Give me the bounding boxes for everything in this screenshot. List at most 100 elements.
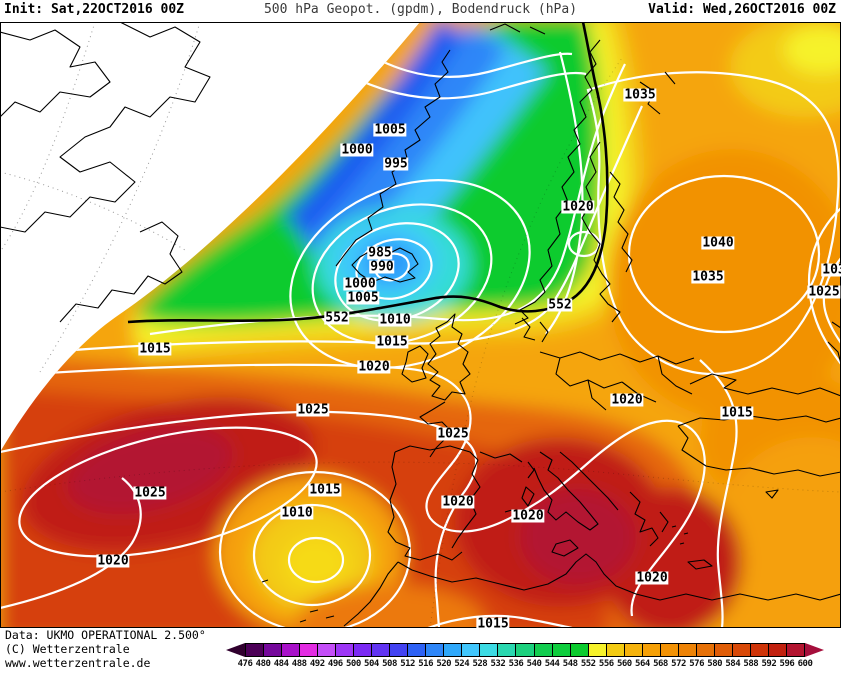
color-scale-segment: [443, 644, 462, 656]
weather-map-canvas: [0, 22, 841, 628]
isobar-label: 1000: [340, 142, 374, 158]
color-scale-tick: 592: [761, 659, 777, 669]
isobar-label: 1020: [511, 508, 545, 524]
color-scale-tick: 508: [382, 659, 397, 669]
graticule-lines: [0, 22, 841, 628]
color-scale-segment: [749, 644, 768, 656]
color-scale-segment: [695, 644, 714, 656]
init-time-label: Init: Sat,22OCT2016 00Z: [4, 2, 185, 17]
isobar-label: 1015: [476, 616, 510, 632]
color-scale-tick: 552: [580, 659, 596, 669]
isobar-label: 1000: [343, 276, 377, 292]
color-scale-segment: [569, 644, 588, 656]
weather-map: 1005 1000 995 985 990 1000 1005 1010 1015 1015 102…: [0, 22, 841, 632]
credits-block: Data: UKMO OPERATIONAL 2.500° (C) Wetter…: [5, 628, 206, 670]
color-scale-tick: 496: [327, 659, 343, 669]
footer-bar: Data: UKMO OPERATIONAL 2.500° (C) Wetter…: [0, 628, 841, 675]
isobar-label: 1025: [807, 284, 841, 300]
color-scale-tick: 576: [689, 659, 704, 669]
isobar-label: 995: [383, 156, 409, 172]
isobar-label: 1020: [96, 553, 130, 569]
color-scale-tick: 572: [671, 659, 686, 669]
color-scale-segment: [299, 644, 318, 656]
color-scale-segment: [659, 644, 678, 656]
geopotential-contour-label: 552: [324, 310, 350, 326]
color-scale-tick: 540: [526, 659, 542, 669]
color-scale-tick: 520: [436, 659, 452, 669]
isobar-label: 1010: [280, 505, 314, 521]
geopotential-552-contour: [127, 22, 609, 324]
header-bar: Init: Sat,22OCT2016 00Z 500 hPa Geopot. …: [0, 0, 841, 22]
color-scale-arrow-left: [226, 643, 245, 657]
coastlines: [0, 22, 841, 627]
color-scale-tick: 568: [653, 659, 668, 669]
isobar-label: 990: [369, 259, 395, 275]
color-scale-segment: [425, 644, 444, 656]
color-scale-segment: [677, 644, 696, 656]
color-scale-arrow-right: [805, 643, 824, 657]
isobar-label: 1020: [561, 199, 595, 215]
data-source-label: Data: UKMO OPERATIONAL 2.500°: [5, 628, 206, 642]
color-scale-segment: [731, 644, 750, 656]
color-scale-segment: [515, 644, 534, 656]
valid-time-label: Valid: Wed,26OCT2016 00Z: [648, 2, 836, 17]
copyright-label: (C) Wetterzentrale: [5, 641, 130, 656]
isobar-label: 1020: [357, 359, 391, 375]
color-scale-tick: 476: [237, 659, 253, 669]
isobar-contours: [0, 25, 841, 628]
color-scale-segment: [785, 644, 804, 656]
isobar-label: 1020: [441, 494, 475, 510]
isobar-label: 1035: [623, 87, 657, 103]
color-scale-tick: 524: [454, 659, 470, 669]
color-scale-ticks: 476 480 484 488 492 496 500 504 508 512 516 520 524 5…: [238, 659, 813, 671]
color-scale-segment: [317, 644, 336, 656]
color-scale-tick: 600: [797, 659, 813, 669]
color-scale-segment: [281, 644, 300, 656]
color-scale-segment: [623, 644, 642, 656]
color-scale-segment: [479, 644, 498, 656]
color-scale-tick: 564: [635, 659, 650, 669]
color-scale-tick: 584: [725, 659, 741, 669]
color-scale-tick: 488: [291, 659, 307, 669]
color-scale-tick: 588: [743, 659, 759, 669]
color-scale-segment: [263, 644, 282, 656]
isobar-label: 1025: [436, 426, 470, 442]
color-scale-tick: 500: [345, 659, 361, 669]
isobar-label: 1015: [720, 405, 754, 421]
color-scale-tick: 516: [418, 659, 434, 669]
chart-title: 500 hPa Geopot. (gpdm), Bodendruck (hPa): [263, 2, 578, 17]
color-scale-segment: [605, 644, 624, 656]
isobar-label: 1005: [373, 122, 407, 138]
isobar-label: 1015: [138, 341, 172, 357]
color-scale-segment: [767, 644, 786, 656]
color-scale-segment: [461, 644, 480, 656]
isobar-label: 1025: [133, 485, 167, 501]
color-scale-tick: 532: [490, 659, 506, 669]
color-scale-tick: 556: [598, 659, 614, 669]
color-scale-segment: [246, 644, 264, 656]
isobar-label: 1010: [378, 312, 412, 328]
isobar-label: 1035: [691, 269, 725, 285]
color-scale-tick: 484: [273, 659, 289, 669]
color-scale-tick: 528: [472, 659, 488, 669]
color-scale-segment: [389, 644, 408, 656]
color-scale-tick: 548: [562, 659, 578, 669]
geopotential-contour-label: 552: [547, 297, 573, 313]
color-scale-tick: 480: [255, 659, 271, 669]
isobar-label: 1005: [346, 290, 380, 306]
isobar-label: 1015: [375, 334, 409, 350]
color-scale: [245, 643, 805, 657]
color-scale-segment: [353, 644, 372, 656]
color-scale-segment: [587, 644, 606, 656]
color-scale-tick: 560: [616, 659, 632, 669]
color-scale-tick: 544: [544, 659, 560, 669]
isobar-label: 1015: [308, 482, 342, 498]
color-scale-tick: 580: [707, 659, 723, 669]
isobar-label: 103: [821, 263, 841, 277]
color-scale-tick: 492: [309, 659, 325, 669]
isobar-label: 1040: [701, 235, 735, 251]
color-scale-segment: [407, 644, 426, 656]
isobar-label: 1020: [610, 392, 644, 408]
color-scale-segment: [371, 644, 390, 656]
website-label: www.wetterzentrale.de: [5, 655, 151, 670]
